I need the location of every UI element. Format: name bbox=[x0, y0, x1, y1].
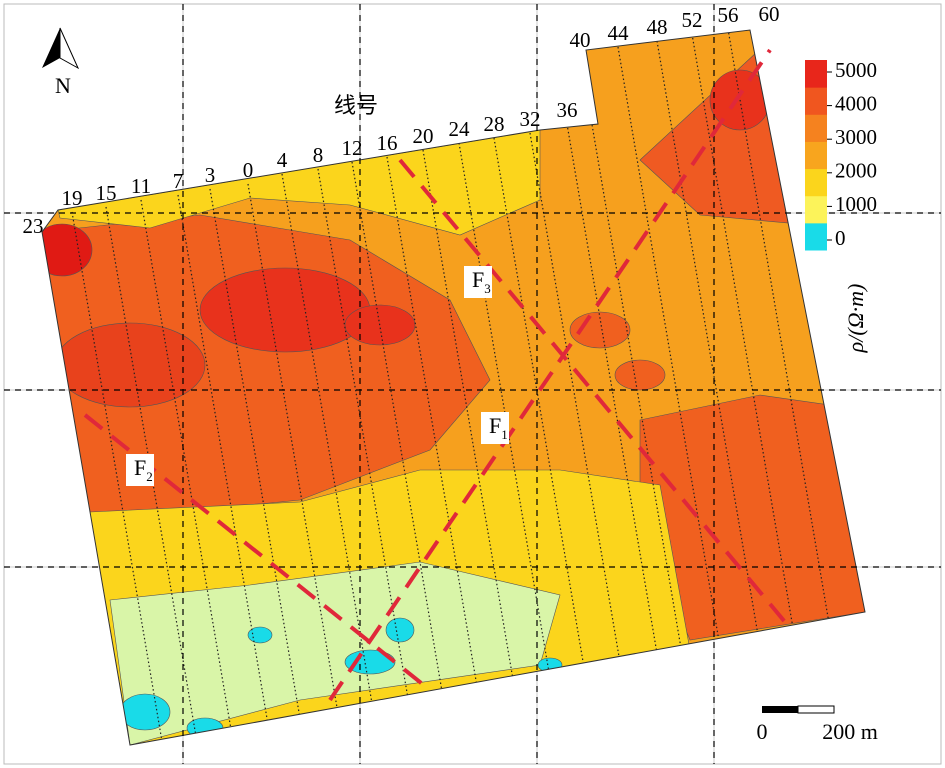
line-number: 16 bbox=[377, 131, 398, 155]
survey-line bbox=[177, 194, 277, 745]
colorbar-tick-label: 5000 bbox=[835, 58, 877, 82]
line-number: 12 bbox=[342, 136, 363, 160]
line-number: 48 bbox=[647, 15, 668, 39]
line-number: 23 bbox=[23, 214, 44, 238]
survey-line bbox=[351, 161, 457, 745]
colorbar-tick-label: 2000 bbox=[835, 159, 877, 183]
frame bbox=[3, 3, 942, 765]
colorbar-swatch bbox=[805, 195, 827, 224]
survey-lines bbox=[71, 30, 865, 745]
line-number: 52 bbox=[682, 8, 703, 32]
colorbar-tick-label: 1000 bbox=[835, 192, 877, 216]
fault-subscript: 3 bbox=[484, 281, 491, 296]
fault-label-bg bbox=[126, 454, 154, 486]
survey-line bbox=[209, 188, 310, 745]
line-number: 24 bbox=[449, 117, 471, 141]
survey-line bbox=[247, 183, 349, 745]
line-number: 20 bbox=[413, 124, 434, 148]
line-number: 56 bbox=[718, 3, 739, 27]
survey-line bbox=[71, 211, 168, 745]
colorbar-tick-label: 3000 bbox=[835, 125, 877, 149]
line-number: 0 bbox=[243, 158, 254, 182]
line-number: 40 bbox=[570, 28, 591, 52]
colorbar-swatch bbox=[805, 222, 827, 251]
fault-label: F1 bbox=[489, 413, 508, 442]
survey-line bbox=[140, 199, 239, 745]
fault-subscript: 1 bbox=[501, 427, 508, 442]
fault-label: F2 bbox=[134, 455, 153, 484]
line-number: 15 bbox=[96, 181, 117, 205]
line-number: 28 bbox=[484, 112, 505, 136]
line-number: 19 bbox=[62, 186, 83, 210]
fault-label: F3 bbox=[472, 267, 491, 296]
survey-boundary bbox=[41, 29, 866, 746]
colorbar: 0 1000 2000 3000 4000 5000 bbox=[805, 58, 877, 251]
north-arrow: N bbox=[42, 27, 80, 98]
colorbar-tick-label: 0 bbox=[835, 226, 846, 250]
north-label: N bbox=[55, 73, 71, 98]
colorbar-swatch bbox=[805, 168, 827, 197]
survey-line bbox=[281, 173, 385, 745]
line-number: 4 bbox=[277, 148, 288, 172]
fault-label-bg bbox=[481, 412, 509, 444]
colorbar-swatch bbox=[805, 114, 827, 142]
survey-line bbox=[566, 123, 678, 745]
line-number: 60 bbox=[759, 2, 780, 26]
colorbar-swatch bbox=[805, 60, 827, 88]
fault-subscript: 2 bbox=[146, 469, 153, 484]
colorbar-tick-label: 4000 bbox=[835, 91, 877, 115]
line-number: 11 bbox=[131, 174, 151, 198]
line-number: 32 bbox=[520, 107, 541, 131]
fault-letter: F bbox=[472, 267, 484, 292]
line-number: 36 bbox=[557, 98, 578, 122]
line-number: 8 bbox=[313, 143, 324, 167]
line-number: 7 bbox=[173, 169, 184, 193]
survey-line bbox=[579, 53, 703, 745]
colorbar-swatch bbox=[805, 141, 827, 170]
fault-label-bg bbox=[464, 266, 492, 298]
line-number: 3 bbox=[205, 163, 216, 187]
scale-bar: 0 200 m bbox=[757, 705, 878, 744]
fault-letter: F bbox=[134, 455, 146, 480]
survey-line bbox=[422, 149, 530, 745]
survey-line bbox=[691, 33, 819, 745]
fault-letter: F bbox=[489, 413, 501, 438]
scale-start: 0 bbox=[757, 719, 768, 744]
scale-end: 200 m bbox=[822, 719, 878, 744]
colorbar-label: ρ/(Ω·m) bbox=[843, 284, 868, 354]
colorbar-swatch bbox=[805, 87, 827, 115]
survey-line-label: 线号 bbox=[334, 93, 378, 118]
line-number: 44 bbox=[608, 21, 630, 45]
